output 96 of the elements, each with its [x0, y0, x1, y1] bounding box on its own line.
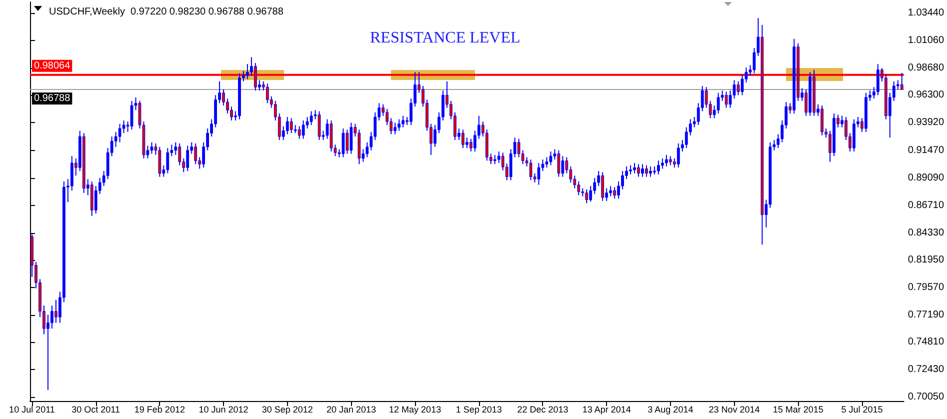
ref-line-label: 0.96788	[34, 93, 71, 104]
candlestick	[150, 142, 154, 154]
y-tick-label: 1.03440	[908, 8, 944, 19]
x-tick-label: 15 Mar 2015	[772, 404, 824, 414]
candlestick	[641, 164, 644, 178]
candlestick	[310, 110, 313, 126]
x-tick-label: 12 May 2013	[389, 404, 442, 414]
candlestick	[724, 91, 728, 108]
y-tick-label: 0.86710	[908, 200, 944, 211]
candlestick	[461, 129, 464, 149]
candlestick	[497, 150, 500, 164]
candlestick	[186, 145, 190, 172]
candlestick	[601, 172, 604, 202]
candlestick	[613, 186, 616, 200]
candlestick	[493, 154, 496, 165]
candlestick	[46, 314, 50, 390]
candlestick	[342, 128, 345, 158]
y-tick-label: 0.91470	[908, 145, 944, 156]
candlestick	[290, 118, 293, 134]
candlestick	[54, 299, 58, 324]
candlestick	[820, 104, 824, 136]
candlestick	[645, 164, 648, 178]
candlestick	[394, 122, 397, 135]
candlestick	[246, 64, 249, 80]
candlestick	[736, 80, 740, 96]
candlestick	[298, 126, 301, 140]
candlestick	[194, 142, 198, 165]
y-tick-label: 0.98680	[908, 62, 944, 74]
candlestick	[716, 92, 720, 114]
x-tick-label: 3 Aug 2014	[648, 404, 694, 414]
candlestick	[561, 156, 564, 178]
candlestick	[577, 180, 580, 196]
candlestick	[70, 156, 74, 192]
candlestick	[346, 129, 349, 154]
y-tick-label: 0.70050	[908, 391, 944, 402]
y-tick-label: 0.74810	[908, 336, 944, 348]
y-tick-label: 0.72430	[908, 364, 944, 376]
y-tick-label: 0.77190	[908, 309, 944, 320]
candlestick	[266, 83, 269, 104]
candlestick	[637, 164, 640, 178]
candlestick	[609, 185, 612, 197]
candlestick	[166, 148, 170, 174]
annotation: RESISTANCE LEVEL	[370, 30, 520, 46]
candlestick	[633, 162, 636, 174]
candlestick	[94, 185, 98, 214]
y-tick-label: 0.81950	[908, 254, 944, 266]
candlestick	[684, 126, 688, 149]
y-tick-label: 1.01060	[908, 34, 944, 46]
candlestick	[657, 160, 660, 175]
candlestick	[130, 100, 134, 130]
candlestick	[664, 154, 668, 167]
candlestick	[318, 110, 321, 140]
y-tick-label: 0.93920	[908, 117, 944, 128]
candlestick	[302, 120, 305, 140]
candlestick	[900, 72, 904, 90]
candlestick	[629, 164, 632, 175]
candlestick	[465, 137, 468, 149]
y-tick-label: 0.96300	[908, 90, 944, 101]
x-tick-label: 30 Sep 2012	[262, 404, 313, 414]
candlestick	[178, 142, 182, 166]
candlestick	[469, 138, 472, 152]
y-tick-label: 0.79570	[908, 282, 944, 294]
candlestick	[537, 162, 540, 186]
x-tick-label: 10 Jul 2011	[9, 404, 55, 414]
x-tick-label: 1 Sep 2013	[456, 404, 502, 414]
candlestick	[876, 64, 880, 96]
candlestick	[661, 158, 664, 170]
ref-line-label: 0.98064	[34, 60, 71, 72]
candlestick	[585, 188, 588, 204]
candlestick	[549, 150, 552, 166]
candlestick	[649, 166, 652, 178]
candlestick	[517, 138, 520, 158]
candlestick	[118, 123, 122, 143]
candlestick	[676, 142, 680, 168]
x-tick-label: 30 Oct 2011	[72, 404, 120, 414]
candlestick	[668, 156, 672, 166]
candlestick	[286, 116, 289, 135]
candlestick	[50, 305, 54, 330]
y-tick-label: 0.89090	[908, 172, 944, 184]
candlestick	[529, 159, 532, 181]
candlestick	[158, 146, 162, 178]
x-tick-label: 13 Apr 2014	[582, 404, 631, 414]
candlestick	[402, 115, 405, 128]
x-tick-label: 5 Jul 2015	[841, 404, 883, 414]
candlestick	[254, 62, 257, 92]
x-tick-label: 23 Nov 2014	[708, 404, 760, 414]
chart-title: USDCHF,Weekly 0.97220 0.98230 0.96788 0.96788	[49, 6, 284, 18]
candlestick	[398, 118, 401, 132]
y-tick-label: 0.84330	[908, 227, 944, 238]
candlestick	[589, 185, 592, 202]
x-tick-label: 20 Jan 2013	[326, 404, 376, 414]
candlestick	[557, 150, 560, 178]
x-tick-label: 19 Feb 2012	[134, 404, 185, 414]
x-tick-label: 22 Dec 2013	[517, 404, 568, 414]
x-tick-label: 10 Jun 2012	[198, 404, 248, 414]
candlestick	[350, 122, 353, 154]
